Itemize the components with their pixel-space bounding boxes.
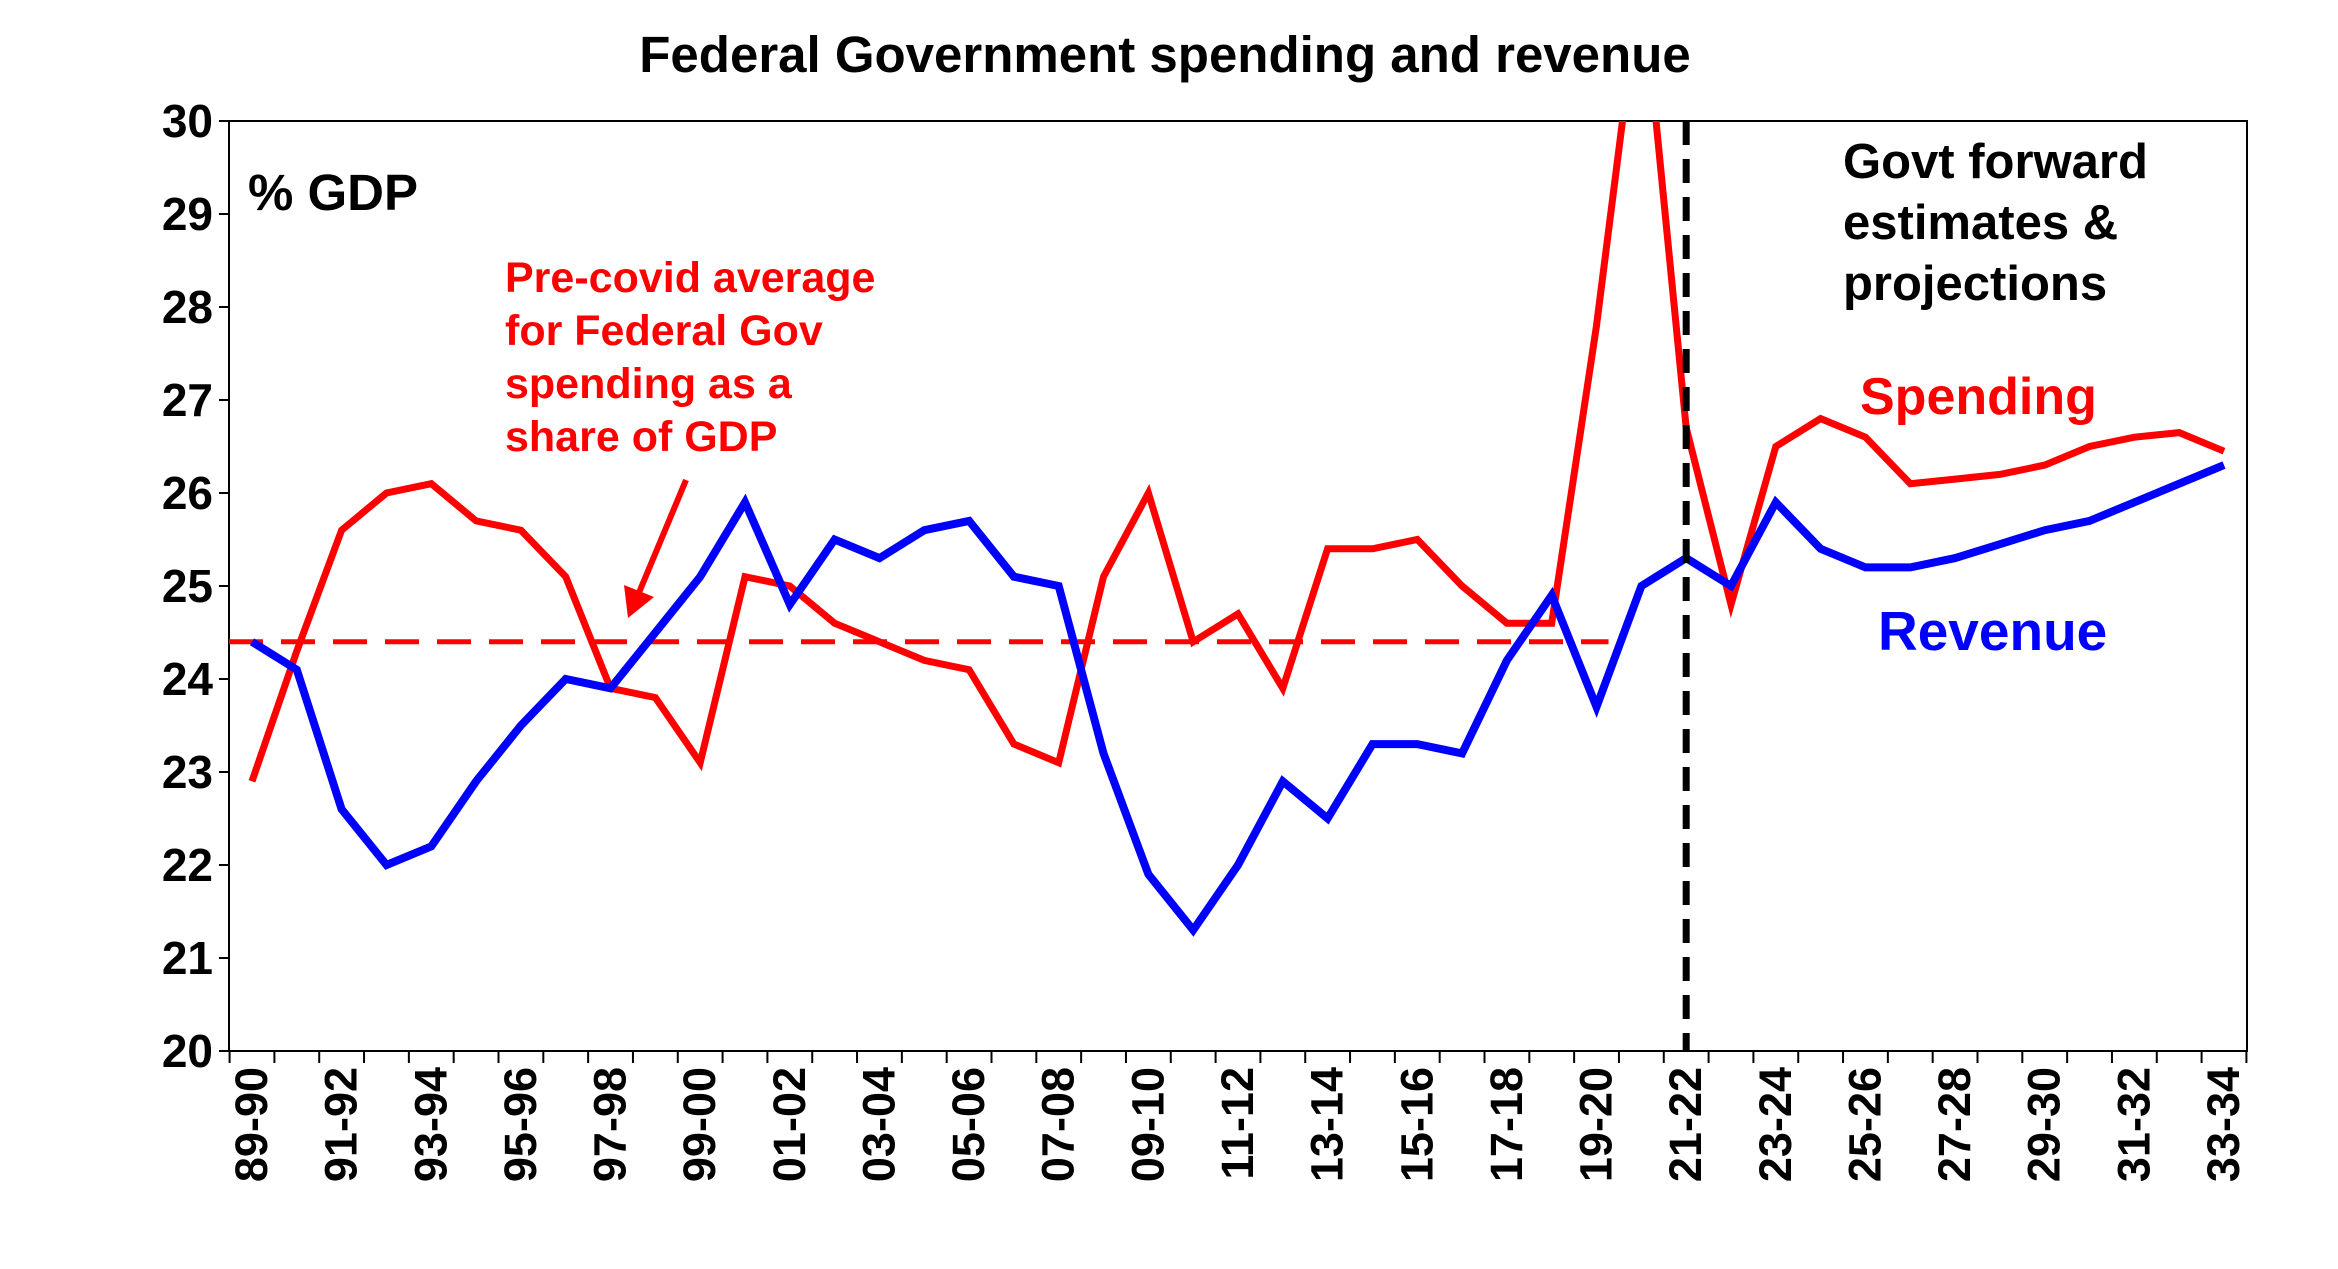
x-tick-label: 23-24 (1750, 1067, 1801, 1182)
forecast-annotation: Govt forward estimates & projections (1843, 135, 2148, 311)
x-tick-label: 07-08 (1033, 1067, 1084, 1182)
x-tick-label: 99-00 (674, 1067, 725, 1182)
x-tick-label: 33-34 (2198, 1067, 2249, 1182)
forecast-label-line: estimates & (1843, 196, 2118, 250)
y-tick-label: 20 (162, 1025, 213, 1077)
x-tick-label: 95-96 (495, 1067, 546, 1182)
y-tick-label: 25 (162, 560, 213, 612)
x-tick-label: 29-30 (2019, 1067, 2070, 1182)
x-tick-label: 13-14 (1302, 1067, 1353, 1182)
y-tick-label: 28 (162, 281, 213, 333)
x-tick-label: 93-94 (405, 1067, 456, 1182)
y-tick-label: 21 (162, 932, 213, 984)
y-tick-label: 29 (162, 188, 213, 240)
y-tick-label: 26 (162, 467, 213, 519)
revenue-line (249, 461, 2226, 937)
x-tick-label: 19-20 (1571, 1067, 1622, 1182)
forecast-label-line: projections (1843, 257, 2107, 311)
x-tick-label: 21-22 (1660, 1067, 1711, 1182)
x-tick-label: 15-16 (1391, 1067, 1442, 1182)
spending-line (248, 121, 2226, 783)
x-tick-label: 97-98 (585, 1067, 636, 1182)
x-tick-label: 17-18 (1481, 1067, 1532, 1182)
y-tick-label: 27 (162, 374, 213, 426)
x-tick-label: 31-32 (2108, 1067, 2159, 1182)
annotation-line: Pre-covid average (505, 254, 875, 302)
x-tick-label: 91-92 (316, 1067, 367, 1182)
annotation-line: spending as a (505, 360, 793, 408)
x-tick-label: 27-28 (1929, 1067, 1980, 1182)
chart-title: Federal Government spending and revenue (639, 26, 1690, 83)
y-unit-label: % GDP (248, 164, 418, 221)
x-tick-label: 03-04 (853, 1067, 904, 1182)
annotation-line: share of GDP (505, 413, 777, 461)
y-tick-label: 23 (162, 746, 213, 798)
x-tick-label: 05-06 (943, 1067, 994, 1182)
spending-series-label: Spending (1860, 368, 2097, 426)
y-tick-label: 22 (162, 839, 213, 891)
x-tick-label: 09-10 (1122, 1067, 1173, 1182)
series-lines (229, 121, 2226, 1051)
x-tick-label: 89-90 (226, 1067, 277, 1182)
x-axis: 89-90 91-92 93-94 95-96 97-98 99-00 01-02 03-04… (226, 1051, 2249, 1182)
x-tick-label: 01-02 (764, 1067, 815, 1182)
y-tick-label: 30 (162, 95, 213, 147)
reference-annotation: Pre-covid average for Federal Gov spendi… (505, 254, 875, 461)
y-tick-label: 24 (162, 653, 214, 705)
annotation-line: for Federal Gov (505, 307, 823, 355)
revenue-series-label: Revenue (1878, 600, 2107, 662)
annotation-arrow (624, 478, 689, 618)
x-tick-label: 25-26 (1839, 1067, 1890, 1182)
y-axis: 20 21 22 23 24 25 26 27 28 29 30 (162, 95, 229, 1077)
x-tick-label: 11-12 (1212, 1067, 1263, 1180)
forecast-label-line: Govt forward (1843, 135, 2148, 189)
